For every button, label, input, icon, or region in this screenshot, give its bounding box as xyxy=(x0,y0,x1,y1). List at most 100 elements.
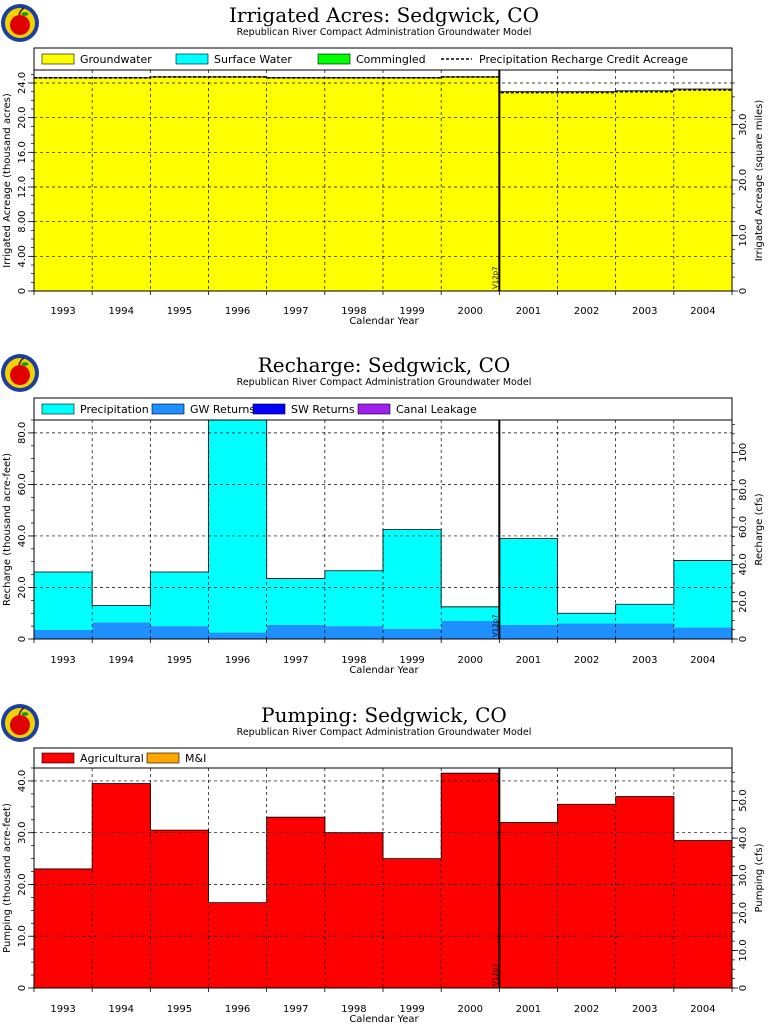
y-tick-label: 20.0 xyxy=(17,873,28,895)
x-tick-label: 2000 xyxy=(458,655,483,666)
bar-precipitation xyxy=(150,572,209,627)
bar-precipitation xyxy=(208,420,268,633)
y-tick-label: 0 xyxy=(17,636,28,642)
y-axis-label: Recharge (thousand acre-feet) xyxy=(2,453,13,606)
legend-swatch xyxy=(146,752,180,764)
y-tick-label: 10.0 xyxy=(17,925,28,947)
x-tick-label: 2001 xyxy=(516,1004,541,1015)
y-tick-label: 8.00 xyxy=(17,211,28,233)
legend-label: Commingled xyxy=(356,53,426,66)
legend-swatch xyxy=(41,752,75,764)
y2-axis-label: Pumping (cfs) xyxy=(754,843,765,912)
chart-title: Irrigated Acres: Sedgwick, CO xyxy=(229,3,539,27)
bar-groundwater xyxy=(673,89,733,291)
bar-gw-returns xyxy=(34,629,93,639)
x-tick-label: 1996 xyxy=(225,655,250,666)
bar-precipitation xyxy=(34,572,93,630)
x-tick-label: 2004 xyxy=(690,655,715,666)
x-tick-label: 2001 xyxy=(516,306,541,317)
x-tick-label: 1993 xyxy=(50,655,75,666)
bar-gw-returns xyxy=(150,626,209,639)
bar-agricultural xyxy=(150,830,209,988)
bar-groundwater xyxy=(441,76,500,291)
y2-tick-label: 20.0 xyxy=(738,169,749,191)
y-tick-label: 16.0 xyxy=(17,141,28,163)
bar-gw-returns xyxy=(499,624,558,639)
bar-gw-returns xyxy=(324,626,384,639)
legend-label: Agricultural xyxy=(80,752,144,765)
legend-swatch xyxy=(252,403,286,415)
x-tick-label: 2004 xyxy=(690,306,715,317)
bar-groundwater xyxy=(324,77,384,291)
bar-precipitation xyxy=(441,606,500,621)
legend-label: Precipitation xyxy=(80,403,149,416)
bar-agricultural xyxy=(441,773,500,988)
legend-label: M&I xyxy=(185,752,206,765)
bar-gw-returns xyxy=(208,632,268,639)
bar-groundwater xyxy=(557,91,617,292)
bar-agricultural xyxy=(615,796,675,988)
legend-swatch xyxy=(317,53,351,65)
apple-logo-icon xyxy=(1,354,39,392)
x-tick-label: 1994 xyxy=(109,306,134,317)
y-tick-label: 20.0 xyxy=(17,107,28,129)
x-tick-label: 1998 xyxy=(341,306,366,317)
y2-tick-label: 50.0 xyxy=(738,789,749,811)
x-tick-label: 2002 xyxy=(574,306,599,317)
y-tick-label: 4.00 xyxy=(17,245,28,267)
y-tick-label: 80.0 xyxy=(17,422,28,444)
series-outline xyxy=(33,419,733,639)
bar-precipitation xyxy=(673,560,733,628)
legend-label: GW Returns xyxy=(190,403,255,416)
x-tick-label: 2002 xyxy=(574,1004,599,1015)
x-axis-label: Calendar Year xyxy=(349,665,419,676)
y2-tick-label: 100 xyxy=(738,443,749,462)
legend-label: Surface Water xyxy=(214,53,292,66)
x-tick-label: 2003 xyxy=(632,655,657,666)
y-tick-label: 0 xyxy=(17,985,28,991)
bar-agricultural xyxy=(34,868,93,988)
x-tick-label: 1994 xyxy=(109,1004,134,1015)
bar-groundwater xyxy=(615,90,675,291)
bar-agricultural xyxy=(499,822,558,988)
x-tick-label: 1999 xyxy=(399,655,424,666)
bar-agricultural xyxy=(324,832,384,988)
bar-groundwater xyxy=(34,77,93,291)
bar-precipitation xyxy=(324,570,384,627)
apple-logo-icon xyxy=(1,704,39,742)
bar-agricultural xyxy=(266,817,326,988)
x-tick-label: 1997 xyxy=(283,306,308,317)
legend-swatch xyxy=(41,53,75,65)
y2-tick-label: 40.0 xyxy=(738,827,749,849)
x-tick-label: 1999 xyxy=(399,306,424,317)
y2-tick-label: 30.0 xyxy=(738,864,749,886)
y-tick-label: 40.0 xyxy=(17,770,28,792)
bar-groundwater xyxy=(266,77,326,291)
bar-precipitation xyxy=(615,604,675,624)
bar-groundwater xyxy=(499,91,558,292)
bar-agricultural xyxy=(92,783,151,988)
y2-tick-label: 0 xyxy=(738,985,749,991)
x-tick-label: 1999 xyxy=(399,1004,424,1015)
y2-tick-label: 10.0 xyxy=(738,939,749,961)
bar-gw-returns xyxy=(92,622,151,639)
legend-swatch xyxy=(151,403,185,415)
chart-subtitle: Republican River Compact Administration … xyxy=(237,727,532,738)
y2-tick-label: 60.0 xyxy=(738,516,749,538)
series-outline xyxy=(33,772,733,988)
bar-agricultural xyxy=(557,804,617,988)
x-tick-label: 1998 xyxy=(341,655,366,666)
version-marker-label: V12p7 xyxy=(491,266,499,289)
y-tick-label: 24.0 xyxy=(17,72,28,94)
apple-logo-icon xyxy=(1,4,39,42)
bar-groundwater xyxy=(92,77,151,291)
y-tick-label: 12.0 xyxy=(17,176,28,198)
legend-swatch xyxy=(41,403,75,415)
bar-precipitation xyxy=(383,529,442,629)
y-axis-label: Irrigated Acreage (thousand acres) xyxy=(2,93,13,268)
x-tick-label: 2000 xyxy=(458,306,483,317)
x-tick-label: 1996 xyxy=(225,306,250,317)
y2-tick-label: 0 xyxy=(738,636,749,642)
x-tick-label: 1994 xyxy=(109,655,134,666)
legend-label: Groundwater xyxy=(80,53,152,66)
